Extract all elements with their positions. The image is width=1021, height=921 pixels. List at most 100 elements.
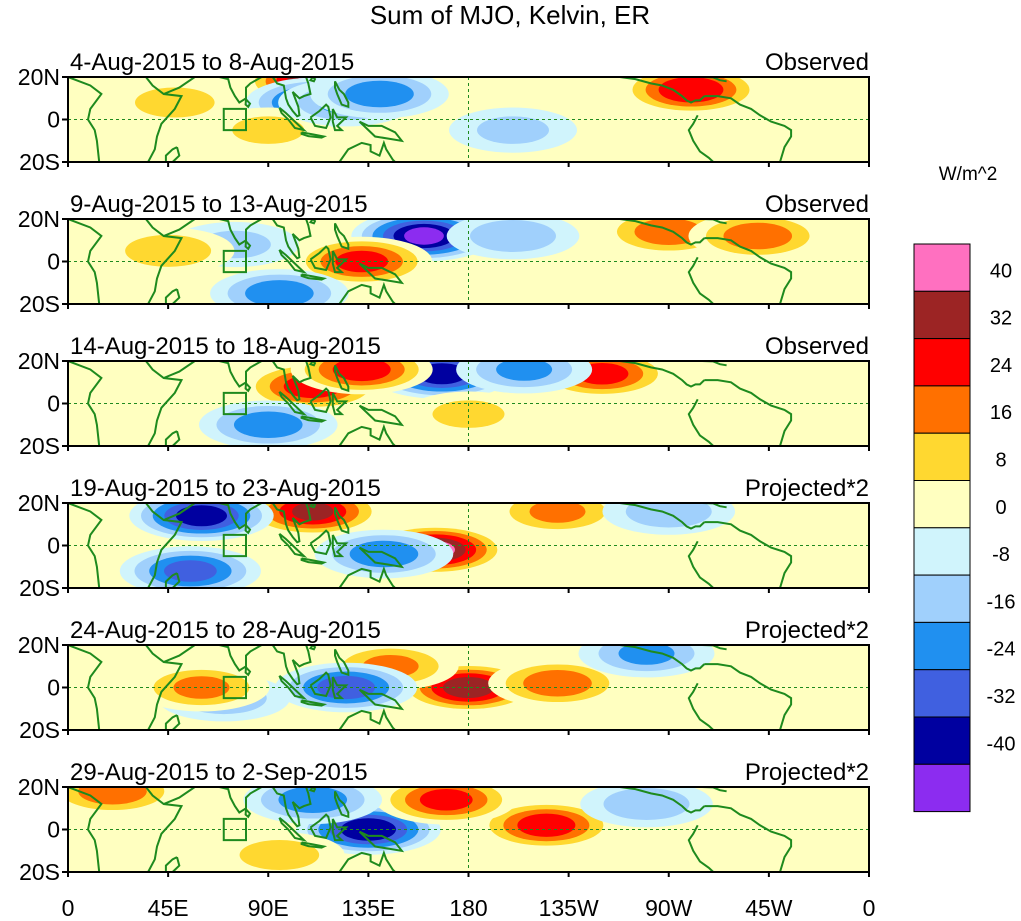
panel-label: Projected*2 <box>745 759 869 786</box>
panel-date-range: 4-Aug-2015 to 8-Aug-2015 <box>70 49 354 76</box>
anomaly-cell <box>322 645 459 691</box>
contour-level <box>477 116 549 144</box>
colorbar-units: W/m^2 <box>939 164 998 185</box>
anomaly-cell <box>129 503 274 541</box>
colorbar-swatch <box>913 480 971 529</box>
lon-tick-label: 180 <box>449 895 487 921</box>
lat-tick-label: 20N <box>18 348 60 374</box>
chart-title: Sum of MJO, Kelvin, ER <box>370 0 650 30</box>
lat-tick-label: 20N <box>18 632 60 658</box>
contour-level <box>404 227 444 245</box>
map-panel: 20N 0 20S 29-Aug-2015 to 2-Sep-2015 Projecte… <box>18 759 870 885</box>
lat-tick-label: 0 <box>47 107 60 133</box>
lon-tick-label: 135W <box>539 895 599 921</box>
reference-box <box>222 533 247 558</box>
colorbar-swatch <box>913 574 971 623</box>
colorbar-label: 24 <box>990 355 1012 377</box>
panel-label: Observed <box>765 333 869 360</box>
colorbar-label: 40 <box>990 260 1012 282</box>
anomaly-cell <box>578 645 715 678</box>
anomaly-cell <box>446 219 580 260</box>
contour-level <box>278 787 348 814</box>
anomaly-cell <box>198 400 338 446</box>
colorbar-label: -8 <box>992 544 1010 566</box>
panel-label: Observed <box>765 191 869 218</box>
contour-level <box>470 220 556 252</box>
map-panel: 20N 0 20S 4-Aug-2015 to 8-Aug-2015 Observed <box>18 49 870 175</box>
colorbar-label: -40 <box>987 733 1016 755</box>
colorbar-swatch <box>913 290 971 340</box>
contour-level <box>245 280 314 304</box>
lat-tick-label: 0 <box>47 391 60 417</box>
colorbar-label: -32 <box>987 686 1016 708</box>
anomaly-cell <box>449 107 577 153</box>
coastlines <box>68 219 793 304</box>
lon-tick-label: 135E <box>342 895 396 921</box>
contour-level <box>135 87 215 118</box>
lat-tick-label: 20S <box>19 575 60 601</box>
lon-tick-label: 90W <box>645 895 693 921</box>
coastlines <box>68 645 793 730</box>
map-panel: 20N 0 20S 14-Aug-2015 to 18-Aug-2015 Observe… <box>18 333 870 459</box>
reference-box <box>222 675 247 700</box>
colorbar-label: 16 <box>990 402 1012 424</box>
reference-box <box>222 107 247 132</box>
colorbar-swatch <box>913 621 971 671</box>
panel-date-range: 24-Aug-2015 to 28-Aug-2015 <box>70 617 381 644</box>
colorbar-swatch <box>913 385 971 434</box>
lon-tick-label: 90E <box>248 895 289 921</box>
contour-level <box>523 669 592 697</box>
anomaly-cell <box>580 787 713 828</box>
contour-level <box>603 788 690 820</box>
colorbar-label: -16 <box>987 591 1016 613</box>
colorbar-label: -24 <box>987 639 1016 661</box>
anomaly-cell <box>488 658 627 708</box>
contour-level <box>345 80 414 108</box>
lat-tick-label: 0 <box>47 675 60 701</box>
lat-tick-label: 20S <box>19 859 60 885</box>
lat-tick-label: 0 <box>47 249 60 275</box>
lat-tick-label: 20N <box>18 490 60 516</box>
colorbar-swatch <box>913 527 971 576</box>
map-panel: 20N 0 20S 9-Aug-2015 to 13-Aug-2015 Observed <box>18 191 870 317</box>
contour-level <box>529 503 586 523</box>
colorbar-swatch <box>913 243 971 292</box>
colorbar-swatch <box>913 763 971 813</box>
contour-level <box>233 411 303 439</box>
coastlines <box>68 503 793 588</box>
colorbar-swatch <box>913 338 971 387</box>
panel-label: Projected*2 <box>745 617 869 644</box>
panel-date-range: 9-Aug-2015 to 13-Aug-2015 <box>70 191 368 218</box>
anomaly-cell <box>602 503 736 535</box>
contour-level <box>125 234 212 267</box>
coastlines <box>68 77 793 162</box>
contour-level <box>517 813 576 837</box>
coastlines <box>68 361 793 446</box>
map-panel: 20N 0 20S 24-Aug-2015 to 28-Aug-2015 Project… <box>18 617 870 743</box>
anomaly-cell <box>101 227 235 275</box>
contour-level <box>658 77 724 103</box>
colorbar-swatch <box>913 669 971 718</box>
map-panel: 20N 0 20S 19-Aug-2015 to 23-Aug-2015 Project… <box>18 475 870 601</box>
colorbar-label: 32 <box>990 308 1012 330</box>
contour-level <box>163 560 217 582</box>
lat-tick-label: 20S <box>19 149 60 175</box>
contour-level <box>432 400 505 428</box>
colorbar-swatch <box>913 716 971 765</box>
anomaly-cell <box>688 219 828 261</box>
anomaly-cell <box>456 361 593 394</box>
anomaly-cell <box>489 503 626 536</box>
lat-tick-label: 20N <box>18 774 60 800</box>
reference-box <box>222 817 247 842</box>
anomaly-cell <box>214 832 345 872</box>
contour-level <box>292 503 334 521</box>
contour-level <box>618 645 675 665</box>
lat-tick-label: 20S <box>19 433 60 459</box>
contour-level <box>232 116 305 144</box>
anomaly-cell <box>290 361 433 395</box>
panel-label: Projected*2 <box>745 475 869 502</box>
contour-level <box>239 840 320 870</box>
panel-label: Observed <box>765 49 869 76</box>
lon-tick-label: 0 <box>863 895 876 921</box>
